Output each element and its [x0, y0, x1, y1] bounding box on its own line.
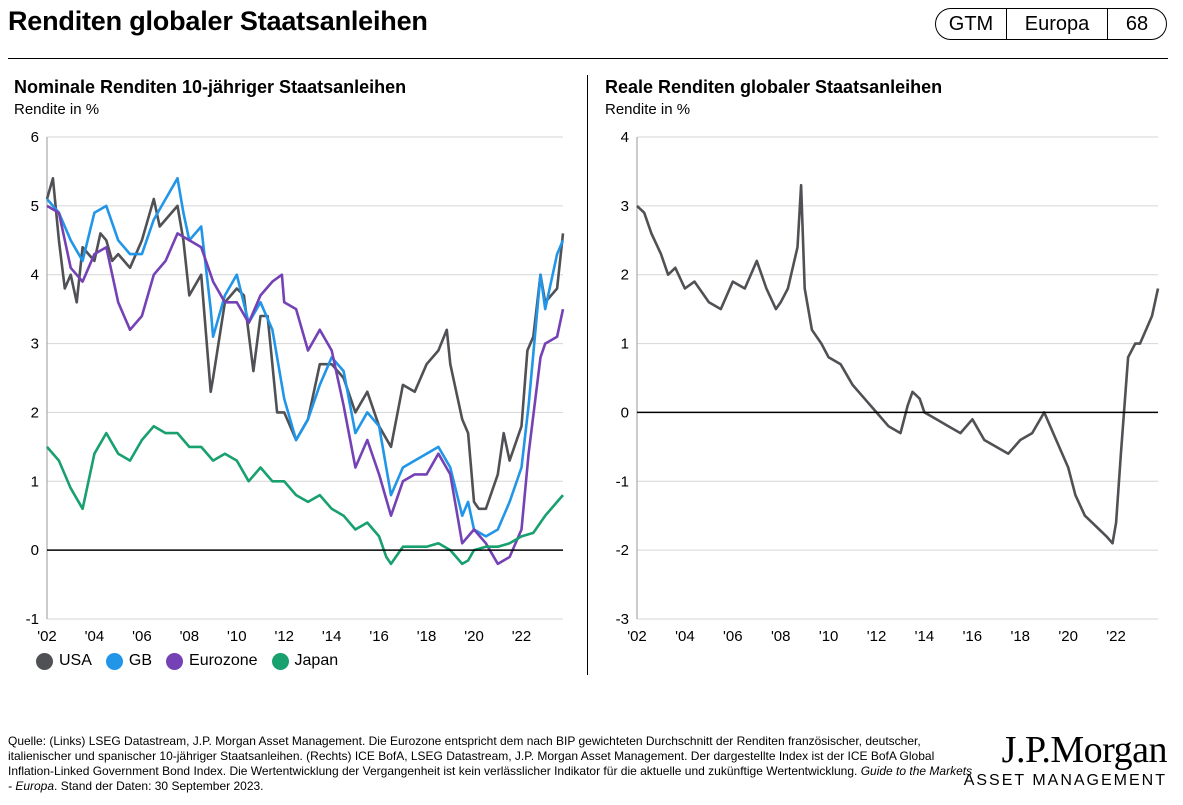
- real-ytick-label: 3: [621, 198, 629, 215]
- real-ytick-label: 4: [621, 129, 629, 146]
- nominal-xtick-label: '08: [180, 628, 200, 645]
- nominal-line-usa: [45, 177, 565, 511]
- badge-region: Europa: [1007, 9, 1108, 39]
- left-chart-title: Nominale Renditen 10-jähriger Staatsanle…: [14, 77, 407, 97]
- legend-label-japan: Japan: [294, 652, 339, 669]
- legend-label-usa: USA: [59, 652, 92, 669]
- nominal-ytick-label: 0: [31, 542, 39, 559]
- nominal-ytick-label: 6: [31, 129, 39, 146]
- source-footnote: Quelle: (Links) LSEG Datastream, J.P. Mo…: [8, 734, 973, 794]
- legend-item-eurozone: Eurozone: [166, 652, 258, 670]
- legend-label-eurozone: Eurozone: [189, 652, 258, 669]
- nominal-ytick-label: 2: [31, 404, 39, 421]
- legend-swatch-usa: [36, 652, 53, 670]
- footnote-guide-title: Guide to the Markets - Europa: [8, 764, 973, 793]
- nominal-ytick-label: 3: [31, 336, 39, 353]
- real-line-series-0: [636, 183, 1160, 545]
- legend-item-gb: GB: [105, 652, 153, 670]
- legend-label-gb: GB: [128, 652, 153, 669]
- right-chart-ylabel: Rendite in %: [605, 101, 691, 118]
- jpmorgan-logo: J.P.Morgan ASSET MANAGEMENT: [963, 729, 1168, 790]
- real-xtick-label: '16: [963, 628, 983, 645]
- footnote-date: . Stand der Daten: 30 September 2023.: [54, 779, 264, 793]
- nominal-xtick-label: '14: [322, 628, 342, 645]
- right-chart-title: Reale Renditen globaler Staatsanleihen: [605, 77, 943, 97]
- real-ytick-label: -3: [616, 611, 629, 628]
- nominal-xtick-label: '22: [512, 628, 532, 645]
- nominal-xtick-label: '18: [417, 628, 437, 645]
- real-xtick-label: '14: [915, 628, 935, 645]
- real-xtick-label: '04: [675, 628, 695, 645]
- real-xtick-label: '20: [1058, 628, 1078, 645]
- legend-swatch-eurozone: [166, 652, 184, 670]
- nominal-line-gb: [46, 177, 565, 538]
- nominal-ytick-label: 4: [31, 267, 39, 284]
- real-xtick-label: '02: [627, 628, 647, 645]
- nominal-xtick-label: '10: [227, 628, 247, 645]
- nominal-xtick-label: '04: [85, 628, 105, 645]
- real-ytick-label: -2: [616, 542, 629, 559]
- chart-legend: USA GB Eurozone Japan: [36, 652, 352, 670]
- real-xtick-label: '08: [771, 628, 791, 645]
- footnote-source-text: Quelle: (Links) LSEG Datastream, J.P. Mo…: [8, 734, 935, 778]
- real-ytick-label: 2: [621, 267, 629, 284]
- nominal-xtick-label: '12: [274, 628, 294, 645]
- real-xtick-label: '06: [723, 628, 743, 645]
- legend-swatch-japan: [271, 652, 289, 670]
- nominal-ytick-label: 1: [31, 473, 39, 490]
- nominal-line-japan: [46, 424, 564, 566]
- real-ytick-label: 0: [621, 404, 629, 421]
- legend-item-usa: USA: [36, 652, 92, 670]
- header-rule: [8, 58, 1168, 59]
- nominal-xtick-label: '02: [37, 628, 57, 645]
- panel-divider: [587, 75, 588, 675]
- nominal-xtick-label: '16: [369, 628, 389, 645]
- real-xtick-label: '18: [1010, 628, 1030, 645]
- real-ytick-label: 1: [621, 336, 629, 353]
- real-xtick-label: '10: [819, 628, 839, 645]
- badge-gtm: GTM: [936, 9, 1007, 39]
- real-xtick-label: '12: [867, 628, 887, 645]
- nominal-xtick-label: '20: [464, 628, 484, 645]
- logo-wordmark: J.P.Morgan: [1001, 729, 1168, 771]
- legend-item-japan: Japan: [271, 652, 339, 670]
- nominal-ytick-label: 5: [31, 198, 39, 215]
- legend-swatch-gb: [105, 652, 123, 670]
- page-title: Renditen globaler Staatsanleihen: [8, 6, 428, 36]
- gtm-badge: GTM Europa 68: [935, 8, 1167, 40]
- nominal-ytick-label: -1: [26, 611, 39, 628]
- nominal-xtick-label: '06: [132, 628, 152, 645]
- real-ytick-label: -1: [616, 473, 629, 490]
- badge-page-number: 68: [1125, 12, 1149, 35]
- real-xtick-label: '22: [1106, 628, 1126, 645]
- left-chart-ylabel: Rendite in %: [14, 101, 100, 118]
- logo-subline: ASSET MANAGEMENT: [963, 772, 1167, 789]
